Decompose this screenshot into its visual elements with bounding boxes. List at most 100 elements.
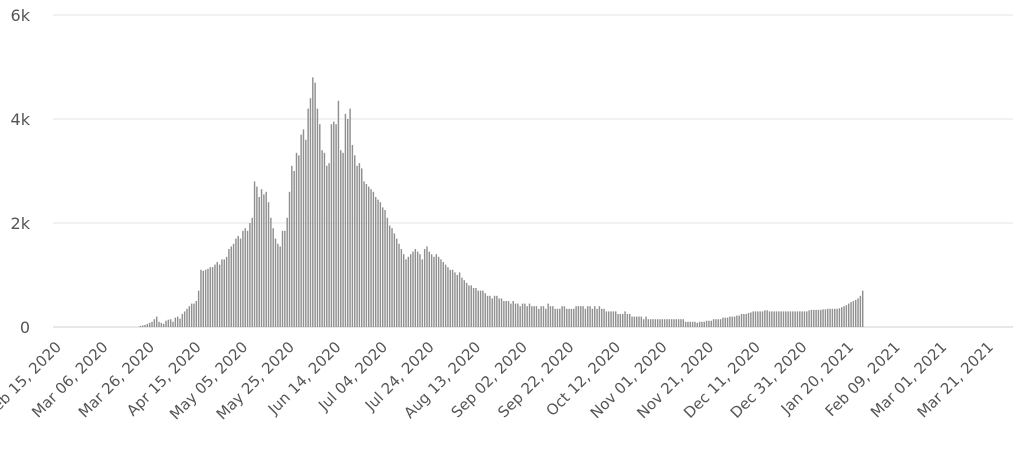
- bar: [458, 272, 461, 327]
- bar: [326, 165, 328, 327]
- bar: [789, 311, 792, 327]
- bar: [519, 306, 521, 327]
- bar: [451, 269, 454, 327]
- y-tick-label: 6k: [11, 6, 31, 25]
- bar: [477, 290, 479, 327]
- bar: [659, 319, 661, 327]
- bar: [549, 306, 552, 327]
- bar: [768, 311, 771, 327]
- bar: [589, 306, 591, 327]
- bar: [148, 322, 151, 327]
- bar: [437, 256, 440, 327]
- bar: [552, 306, 554, 327]
- bar: [270, 217, 272, 327]
- bar: [834, 308, 836, 327]
- bar: [193, 303, 195, 327]
- bar: [540, 306, 542, 327]
- bar: [176, 316, 179, 327]
- bar: [368, 186, 370, 327]
- bar: [628, 314, 631, 327]
- bar: [347, 119, 349, 327]
- bar: [836, 308, 838, 327]
- bar: [517, 303, 519, 327]
- bar: [144, 324, 146, 327]
- bar: [496, 295, 498, 327]
- bar: [682, 319, 685, 327]
- bar: [580, 306, 582, 327]
- bar: [340, 150, 342, 327]
- bar: [409, 254, 412, 327]
- bar: [167, 319, 170, 327]
- bar: [449, 269, 451, 327]
- bar: [486, 295, 489, 327]
- bar: [370, 189, 372, 327]
- bar: [470, 285, 472, 327]
- gridlines: [53, 14, 1013, 328]
- bar: [302, 129, 305, 327]
- bar: [684, 321, 687, 327]
- bar: [813, 309, 815, 327]
- bar: [778, 311, 780, 327]
- bar: [433, 256, 435, 327]
- bar: [190, 303, 193, 327]
- bar: [461, 277, 463, 327]
- bar: [384, 210, 386, 327]
- bar: [861, 290, 864, 327]
- bar: [202, 270, 205, 327]
- bar: [242, 230, 244, 327]
- bar: [587, 306, 589, 327]
- bar: [407, 256, 410, 327]
- bar: [375, 197, 377, 327]
- bar: [841, 307, 843, 327]
- bar: [395, 238, 398, 327]
- bar: [827, 308, 829, 327]
- bar: [423, 249, 426, 327]
- bar: [803, 311, 806, 327]
- bar: [759, 311, 761, 327]
- bar: [848, 303, 850, 327]
- bar: [235, 238, 237, 327]
- bar: [312, 77, 314, 328]
- bar: [670, 319, 673, 327]
- bar: [435, 254, 438, 327]
- bar: [820, 309, 822, 327]
- bar: [414, 249, 417, 327]
- bar: [421, 259, 424, 327]
- bar: [577, 306, 580, 327]
- bar: [381, 207, 384, 327]
- bar: [183, 311, 186, 327]
- bar: [323, 152, 326, 327]
- bar: [666, 319, 668, 327]
- bar: [482, 290, 484, 327]
- bar: [400, 249, 403, 327]
- bar: [855, 299, 857, 327]
- bar: [771, 311, 773, 327]
- bar: [440, 259, 442, 327]
- bar: [419, 254, 421, 327]
- bar: [677, 319, 680, 327]
- bar: [647, 319, 650, 327]
- bar: [207, 268, 209, 327]
- bar: [263, 194, 265, 327]
- bar: [673, 319, 675, 327]
- bar: [141, 325, 144, 327]
- bar: [726, 317, 729, 327]
- bar: [377, 199, 379, 327]
- bar: [626, 314, 629, 327]
- bar: [288, 191, 291, 327]
- bar: [754, 311, 757, 327]
- bar: [158, 321, 160, 327]
- bar: [722, 317, 724, 327]
- bar: [652, 319, 654, 327]
- bar: [764, 310, 766, 327]
- bar: [321, 150, 323, 327]
- bar: [675, 319, 678, 327]
- bar: [214, 264, 216, 327]
- bar: [547, 303, 549, 327]
- bar: [204, 269, 207, 327]
- bar: [538, 308, 540, 327]
- bar: [293, 171, 295, 327]
- bar: [719, 319, 722, 327]
- bar: [596, 308, 598, 327]
- bar: [230, 246, 232, 327]
